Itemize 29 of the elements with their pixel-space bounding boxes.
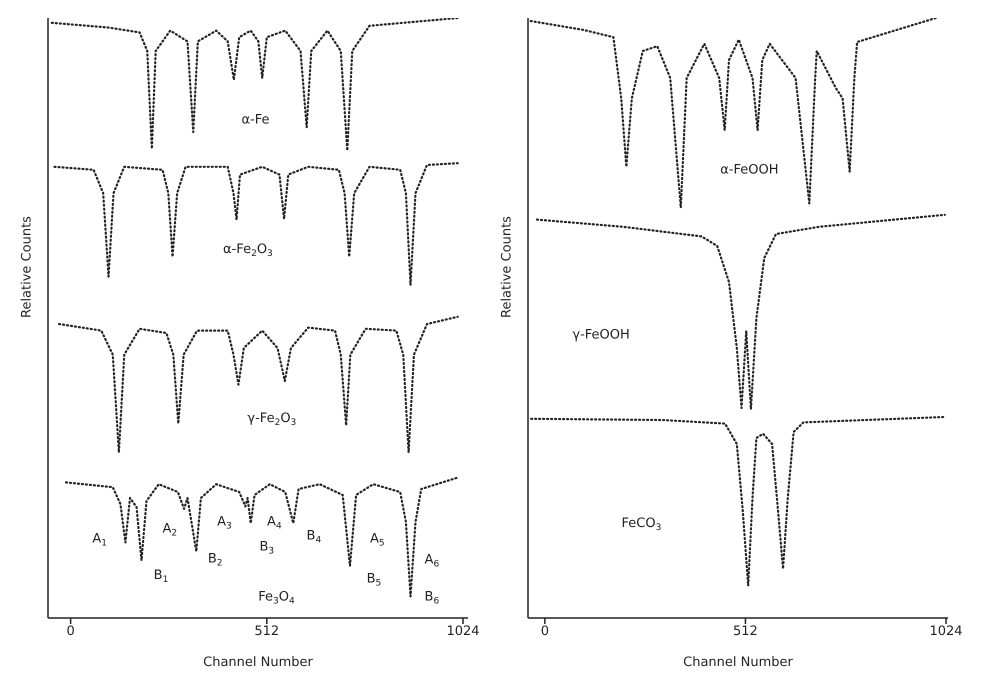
annotation: α-Fe [241, 112, 270, 127]
x-axis-title: Channel Number [683, 655, 794, 670]
x-tick-label: 512 [254, 624, 280, 640]
annotation: γ-Fe$_{2}$O$_{3}$ [247, 410, 296, 429]
annotation: B$_{4}$ [306, 528, 322, 546]
annotation: B$_{5}$ [366, 571, 382, 590]
y-axis-title: Relative Counts [20, 216, 35, 318]
annotation: B$_{2}$ [208, 551, 222, 569]
x-axis-title: Channel Number [203, 655, 314, 670]
annotation: A$_{1}$ [92, 530, 107, 549]
x-tick-label: 0 [540, 624, 549, 640]
annotation: γ-FeOOH [572, 327, 630, 342]
annotation: A$_{3}$ [217, 514, 232, 532]
annotation: B$_{6}$ [424, 588, 440, 607]
annotation: A$_{2}$ [162, 521, 178, 540]
annotation: FeCO$_{3}$ [621, 516, 662, 534]
annotation: α-FeOOH [720, 162, 778, 177]
annotation: α-Fe$_{2}$O$_{3}$ [223, 242, 273, 260]
x-tick-label: 1024 [446, 624, 480, 640]
x-tick-label: 1024 [929, 624, 963, 640]
x-tick-label: 512 [733, 624, 758, 640]
y-axis-title: Relative Counts [500, 216, 515, 318]
annotation: A$_{4}$ [267, 514, 282, 532]
x-tick-label: 0 [66, 624, 75, 640]
annotation: B$_{3}$ [259, 538, 274, 557]
annotation: A$_{5}$ [370, 530, 385, 549]
annotation: Fe$_{3}$O$_{4}$ [258, 588, 295, 607]
annotation: B$_{1}$ [154, 567, 168, 586]
annotation: A$_{6}$ [424, 552, 440, 570]
